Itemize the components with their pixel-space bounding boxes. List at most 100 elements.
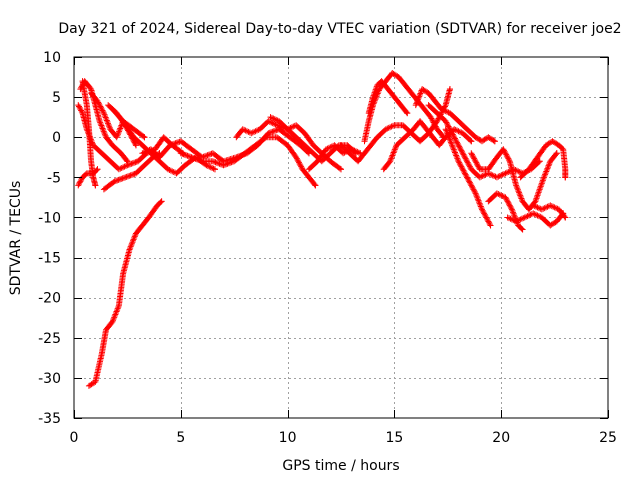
data-point bbox=[413, 100, 420, 107]
data-point bbox=[78, 177, 85, 184]
data-point bbox=[468, 138, 475, 145]
data-point bbox=[470, 154, 477, 161]
data-point bbox=[297, 162, 304, 169]
series-track-5 bbox=[79, 78, 99, 189]
series-track-1 bbox=[85, 198, 165, 389]
data-point bbox=[385, 124, 392, 131]
data-point bbox=[76, 179, 83, 186]
data-point bbox=[113, 308, 120, 315]
data-point bbox=[105, 121, 112, 128]
series-track-4 bbox=[75, 166, 101, 189]
series-track-12 bbox=[233, 118, 359, 165]
data-point bbox=[457, 146, 464, 153]
data-point bbox=[118, 175, 125, 182]
data-point bbox=[239, 126, 246, 133]
data-point bbox=[113, 134, 120, 141]
data-point bbox=[544, 165, 551, 172]
series-track-13 bbox=[267, 114, 344, 173]
data-point bbox=[110, 315, 117, 322]
data-point bbox=[484, 217, 491, 224]
data-point bbox=[120, 164, 127, 171]
data-point bbox=[443, 129, 450, 136]
data-point bbox=[548, 203, 555, 210]
data-point bbox=[450, 145, 457, 152]
data-point bbox=[427, 114, 434, 121]
data-point bbox=[95, 100, 102, 107]
data-point bbox=[110, 179, 117, 186]
data-point bbox=[180, 151, 187, 158]
data-point bbox=[140, 133, 147, 140]
data-point bbox=[505, 199, 512, 206]
data-point bbox=[75, 102, 82, 109]
data-point bbox=[204, 152, 211, 159]
data-point bbox=[464, 175, 471, 182]
data-point bbox=[533, 211, 540, 218]
data-point bbox=[99, 107, 106, 114]
data-point bbox=[518, 225, 525, 232]
data-point bbox=[519, 226, 526, 233]
data-point bbox=[540, 205, 547, 212]
data-point bbox=[508, 205, 515, 212]
data-point bbox=[502, 170, 509, 177]
data-point bbox=[451, 149, 458, 156]
data-point bbox=[99, 125, 106, 132]
data-point bbox=[467, 137, 474, 144]
data-point bbox=[533, 203, 540, 210]
data-point bbox=[428, 115, 435, 122]
data-point bbox=[249, 129, 256, 136]
data-point bbox=[438, 106, 445, 113]
data-point bbox=[336, 165, 343, 172]
data-point bbox=[471, 155, 478, 162]
data-point bbox=[490, 137, 497, 144]
data-point bbox=[491, 172, 498, 179]
data-point bbox=[464, 158, 471, 165]
data-point bbox=[206, 163, 213, 170]
data-point bbox=[169, 141, 176, 148]
data-point bbox=[382, 126, 389, 133]
data-point bbox=[479, 207, 486, 214]
data-point bbox=[462, 155, 469, 162]
data-point bbox=[542, 171, 549, 178]
data-point bbox=[312, 182, 319, 189]
x-tick-label: 15 bbox=[385, 430, 403, 446]
data-point bbox=[481, 211, 488, 218]
data-point bbox=[98, 106, 105, 113]
data-point bbox=[354, 148, 361, 155]
data-point bbox=[268, 129, 275, 136]
data-point bbox=[114, 131, 121, 138]
data-point bbox=[78, 107, 85, 114]
data-point bbox=[387, 156, 394, 163]
data-point bbox=[547, 202, 554, 209]
data-point bbox=[515, 168, 522, 175]
data-point bbox=[466, 162, 473, 169]
data-point bbox=[472, 190, 479, 197]
data-point bbox=[223, 161, 230, 168]
data-point bbox=[495, 191, 502, 198]
data-point bbox=[459, 166, 466, 173]
data-point bbox=[442, 118, 449, 125]
data-point bbox=[351, 147, 358, 154]
data-point bbox=[543, 168, 550, 175]
data-point bbox=[267, 114, 274, 121]
data-point bbox=[101, 131, 108, 138]
data-point bbox=[132, 142, 139, 149]
data-point bbox=[184, 152, 191, 159]
data-point bbox=[450, 132, 457, 139]
data-point bbox=[550, 203, 557, 210]
data-point bbox=[269, 120, 276, 127]
data-point bbox=[76, 104, 83, 111]
data-point bbox=[413, 99, 420, 106]
data-point bbox=[112, 311, 119, 318]
data-point bbox=[441, 103, 448, 110]
data-point bbox=[467, 181, 474, 188]
chart-title: Day 321 of 2024, Sidereal Day-to-day VTE… bbox=[58, 21, 621, 37]
data-point bbox=[188, 154, 195, 161]
data-point bbox=[511, 212, 518, 219]
data-point bbox=[94, 166, 101, 173]
data-point bbox=[442, 126, 449, 133]
data-point bbox=[446, 134, 453, 141]
data-point bbox=[167, 167, 174, 174]
data-point bbox=[388, 153, 395, 160]
y-tick-label: 10 bbox=[43, 50, 61, 66]
data-point bbox=[501, 170, 508, 177]
